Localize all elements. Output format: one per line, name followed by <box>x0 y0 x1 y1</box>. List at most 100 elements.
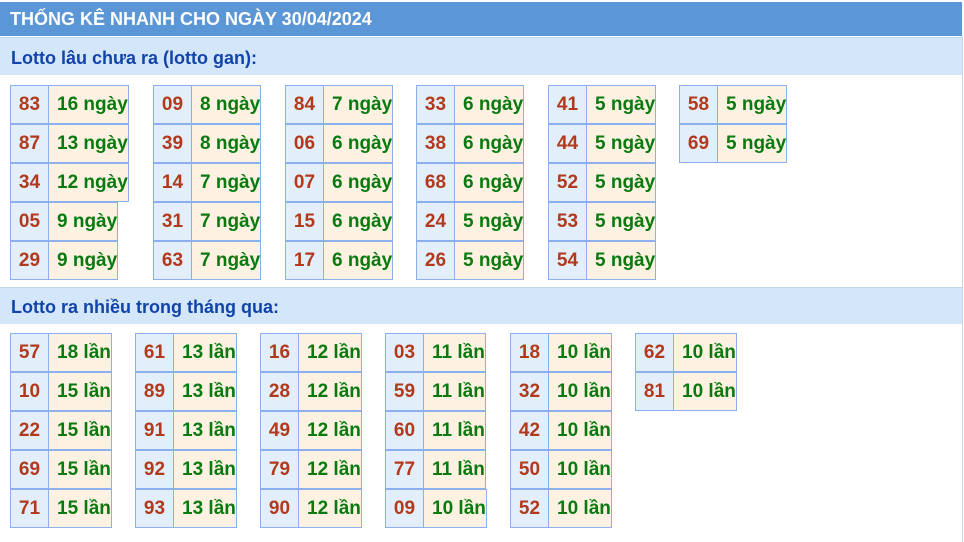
number-cell: 14 <box>153 163 192 202</box>
count-cell: 10 lần <box>423 489 487 528</box>
table-row: 50 10 lần <box>510 450 620 489</box>
count-cell: 13 lần <box>173 411 237 450</box>
count-cell: 5 ngày <box>585 241 657 280</box>
count-cell: 6 ngày <box>453 124 525 163</box>
table-row: 69 5 ngày <box>679 124 795 163</box>
number-cell: 60 <box>385 411 424 450</box>
number-cell: 87 <box>10 124 49 163</box>
count-cell: 16 ngày <box>48 85 129 124</box>
count-cell: 12 lần <box>298 333 362 372</box>
number-cell: 68 <box>416 163 455 202</box>
count-cell: 12 lần <box>298 450 362 489</box>
count-cell: 6 ngày <box>322 202 394 241</box>
frequent-table: 62 10 lần 81 10 lần <box>635 333 745 411</box>
number-cell: 10 <box>10 372 49 411</box>
count-cell: 6 ngày <box>453 163 525 202</box>
frequent-table: 18 10 lần 32 10 lần 42 10 lần 50 10 lần 52 10 lần <box>510 333 620 528</box>
table-row: 54 5 ngày <box>548 241 664 280</box>
table-row: 07 6 ngày <box>285 163 401 202</box>
table-row: 49 12 lần <box>260 411 370 450</box>
number-cell: 39 <box>153 124 192 163</box>
number-cell: 52 <box>510 489 549 528</box>
number-cell: 09 <box>385 489 424 528</box>
number-cell: 22 <box>10 411 49 450</box>
count-cell: 11 lần <box>423 333 486 372</box>
number-cell: 54 <box>548 241 587 280</box>
table-row: 83 16 ngày <box>10 85 137 124</box>
table-row: 84 7 ngày <box>285 85 401 124</box>
table-row: 59 11 lần <box>385 372 495 411</box>
count-cell: 6 ngày <box>322 241 394 280</box>
count-cell: 12 lần <box>298 489 362 528</box>
count-cell: 9 ngày <box>47 241 119 280</box>
table-row: 22 15 lần <box>10 411 120 450</box>
frequent-table: 03 11 lần 59 11 lần 60 11 lần 77 11 lần 09 10 lần <box>385 333 495 528</box>
number-cell: 91 <box>135 411 174 450</box>
gan-table: 33 6 ngày 38 6 ngày 68 6 ngày 24 5 ngày 26 5 ngày <box>416 85 532 280</box>
count-cell: 15 lần <box>48 450 112 489</box>
table-row: 60 11 lần <box>385 411 495 450</box>
number-cell: 32 <box>510 372 549 411</box>
table-row: 06 6 ngày <box>285 124 401 163</box>
number-cell: 92 <box>135 450 174 489</box>
count-cell: 13 lần <box>173 372 237 411</box>
count-cell: 6 ngày <box>453 85 525 124</box>
table-row: 61 13 lần <box>135 333 245 372</box>
number-cell: 38 <box>416 124 455 163</box>
count-cell: 12 ngày <box>48 163 129 202</box>
number-cell: 41 <box>548 85 587 124</box>
frequent-table: 57 18 lần 10 15 lần 22 15 lần 69 15 lần 71 15 lần <box>10 333 120 528</box>
count-cell: 10 lần <box>548 333 612 372</box>
count-cell: 5 ngày <box>453 241 525 280</box>
table-row: 71 15 lần <box>10 489 120 528</box>
number-cell: 93 <box>135 489 174 528</box>
number-cell: 16 <box>260 333 299 372</box>
frequent-heading: Lotto ra nhiều trong tháng qua: <box>0 287 962 324</box>
number-cell: 52 <box>548 163 587 202</box>
number-cell: 44 <box>548 124 587 163</box>
count-cell: 10 lần <box>673 333 737 372</box>
count-cell: 15 lần <box>48 372 112 411</box>
count-cell: 11 lần <box>423 450 486 489</box>
count-cell: 11 lần <box>423 372 486 411</box>
table-row: 03 11 lần <box>385 333 495 372</box>
count-cell: 10 lần <box>548 372 612 411</box>
number-cell: 42 <box>510 411 549 450</box>
number-cell: 59 <box>385 372 424 411</box>
count-cell: 15 lần <box>48 411 112 450</box>
count-cell: 8 ngày <box>190 124 262 163</box>
page-title: THỐNG KÊ NHANH CHO NGÀY 30/04/2024 <box>0 2 962 36</box>
count-cell: 13 lần <box>173 333 237 372</box>
count-cell: 5 ngày <box>716 85 788 124</box>
table-row: 18 10 lần <box>510 333 620 372</box>
number-cell: 63 <box>153 241 192 280</box>
count-cell: 18 lần <box>48 333 112 372</box>
number-cell: 79 <box>260 450 299 489</box>
count-cell: 5 ngày <box>716 124 788 163</box>
frequent-table: 61 13 lần 89 13 lần 91 13 lần 92 13 lần 93 13 lần <box>135 333 245 528</box>
gan-table: 83 16 ngày 87 13 ngày 34 12 ngày 05 9 ngày 29 9 n… <box>10 85 137 280</box>
number-cell: 28 <box>260 372 299 411</box>
count-cell: 5 ngày <box>453 202 525 241</box>
table-row: 87 13 ngày <box>10 124 137 163</box>
frame-border <box>962 36 963 542</box>
count-cell: 5 ngày <box>585 124 657 163</box>
count-cell: 13 lần <box>173 489 237 528</box>
frequent-table: 16 12 lần 28 12 lần 49 12 lần 79 12 lần 90 12 lần <box>260 333 370 528</box>
gan-table: 84 7 ngày 06 6 ngày 07 6 ngày 15 6 ngày 17 6 ngày <box>285 85 401 280</box>
count-cell: 7 ngày <box>190 202 262 241</box>
count-cell: 6 ngày <box>322 124 394 163</box>
table-row: 10 15 lần <box>10 372 120 411</box>
count-cell: 9 ngày <box>47 202 119 241</box>
table-row: 62 10 lần <box>635 333 745 372</box>
number-cell: 34 <box>10 163 49 202</box>
gan-table: 58 5 ngày 69 5 ngày <box>679 85 795 163</box>
table-row: 63 7 ngày <box>153 241 269 280</box>
count-cell: 13 lần <box>173 450 237 489</box>
count-cell: 12 lần <box>298 372 362 411</box>
table-row: 28 12 lần <box>260 372 370 411</box>
table-row: 79 12 lần <box>260 450 370 489</box>
table-row: 81 10 lần <box>635 372 745 411</box>
number-cell: 26 <box>416 241 455 280</box>
count-cell: 5 ngày <box>585 163 657 202</box>
